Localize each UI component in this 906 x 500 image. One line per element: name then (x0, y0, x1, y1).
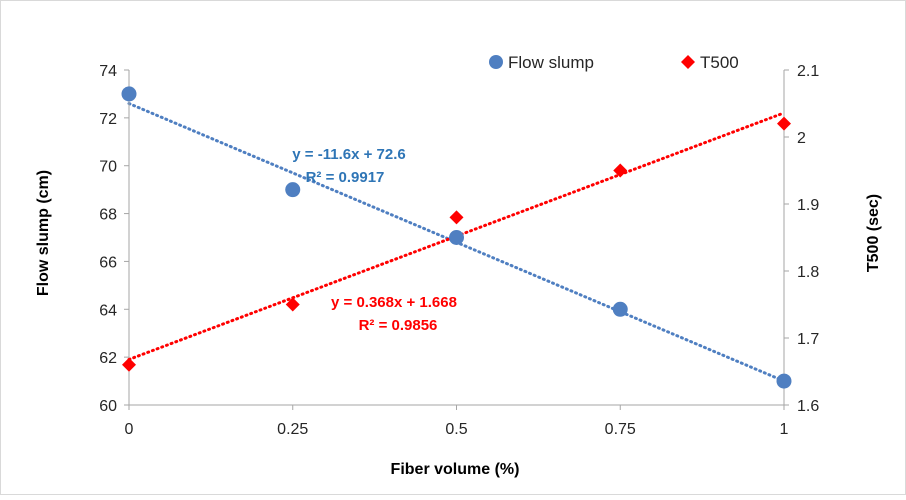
data-marks-layer (121, 86, 792, 389)
data-point-flow-slump (612, 301, 628, 317)
right-y-tick-label: 1.8 (797, 264, 819, 281)
trendline-label-flow-slump: y = -11.6x + 72.6 R² = 0.9917 (292, 146, 405, 186)
left-y-tick-label: 66 (99, 254, 117, 271)
trendline-label-t500: y = 0.368x + 1.668 R² = 0.9856 (331, 294, 457, 334)
trendline-equation-flow-slump: y = -11.6x + 72.6 (292, 146, 405, 163)
data-point-t500 (613, 163, 628, 178)
trendline-equation-t500: y = 0.368x + 1.668 (331, 294, 457, 311)
x-tick-label: 0.75 (605, 421, 636, 438)
data-point-flow-slump (121, 86, 137, 102)
data-point-flow-slump (449, 230, 464, 245)
axes-layer: 0 0.25 0.5 0.75 1 60 62 64 66 68 70 72 74 1.6 1.7 1.8 1.… (99, 63, 819, 438)
legend-marker-flow-slump (489, 55, 503, 69)
data-point-t500 (122, 357, 136, 372)
x-axis-title: Fiber volume (%) (391, 461, 520, 478)
trendline-r2-flow-slump: R² = 0.9917 (306, 169, 385, 186)
left-y-tick-label: 70 (99, 159, 117, 176)
data-point-flow-slump (776, 373, 792, 389)
legend-marker-t500 (681, 55, 695, 69)
left-y-tick-label: 74 (99, 63, 117, 80)
data-point-t500 (449, 210, 464, 225)
data-point-t500 (777, 116, 791, 131)
left-y-tick-label: 72 (99, 111, 117, 128)
data-point-t500 (285, 297, 300, 312)
left-y-tick-label: 62 (99, 350, 117, 367)
x-tick-label: 0.25 (277, 421, 308, 438)
legend: Flow slump T500 (489, 53, 739, 72)
left-y-axis-title: Flow slump (cm) (35, 170, 52, 296)
right-y-tick-label: 1.7 (797, 331, 819, 348)
x-tick-label: 0 (125, 421, 134, 438)
right-y-tick-label: 2.1 (797, 63, 819, 80)
left-y-tick-label: 68 (99, 207, 117, 224)
right-y-tick-label: 2 (797, 130, 806, 147)
left-y-tick-label: 64 (99, 302, 117, 319)
right-y-tick-label: 1.9 (797, 197, 819, 214)
right-y-tick-label: 1.6 (797, 398, 819, 415)
right-y-axis-title: T500 (sec) (865, 194, 882, 272)
data-point-flow-slump (285, 182, 301, 198)
trendline-r2-t500: R² = 0.9856 (359, 317, 438, 334)
legend-label-flow-slump: Flow slump (508, 53, 594, 72)
legend-label-t500: T500 (700, 53, 739, 72)
x-tick-label: 0.5 (445, 421, 467, 438)
x-tick-label: 1 (780, 421, 789, 438)
left-y-tick-label: 60 (99, 398, 117, 415)
